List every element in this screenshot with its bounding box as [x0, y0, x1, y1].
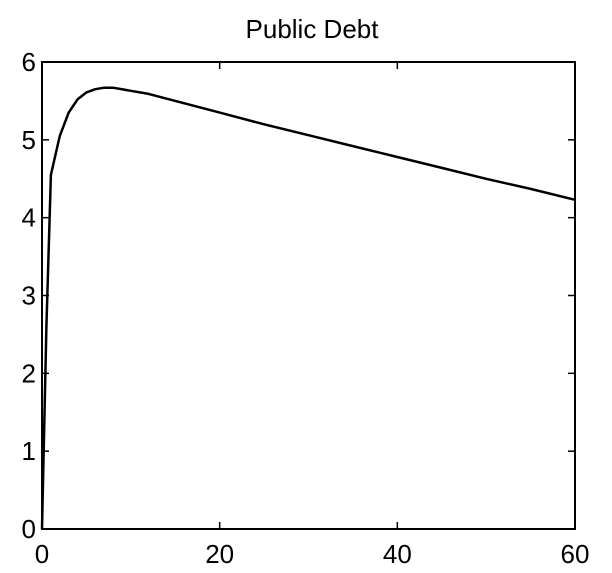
y-tick-label: 3 [22, 281, 36, 311]
x-tick-label: 20 [205, 539, 234, 569]
plot-area-frame [41, 61, 576, 530]
chart-title: Public Debt [246, 14, 380, 44]
y-tick-label: 5 [22, 125, 36, 155]
x-tick-label: 60 [561, 539, 590, 569]
x-tick-label: 40 [383, 539, 412, 569]
y-tick-label: 1 [22, 436, 36, 466]
x-tick-label: 0 [35, 539, 49, 569]
y-tick-label: 2 [22, 358, 36, 388]
y-tick-label: 0 [22, 514, 36, 544]
y-tick-label: 4 [22, 203, 36, 233]
y-tick-label: 6 [22, 47, 36, 77]
axis-ticks [41, 61, 576, 530]
axis-tick-labels: 0 20 40 60 0 1 2 3 4 5 6 [22, 47, 590, 569]
public-debt-series-line [40, 86, 576, 530]
